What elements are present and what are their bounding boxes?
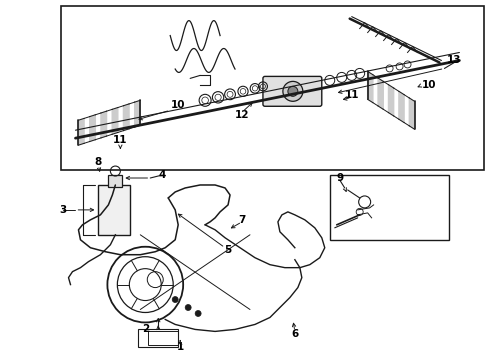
Bar — [148, 332, 178, 345]
Text: 3: 3 — [59, 205, 66, 215]
Polygon shape — [90, 115, 96, 141]
FancyBboxPatch shape — [263, 76, 322, 106]
Text: 4: 4 — [159, 170, 166, 180]
Text: 1: 1 — [176, 342, 184, 352]
Polygon shape — [409, 98, 415, 129]
Text: 10: 10 — [422, 80, 437, 90]
Bar — [98, 185, 130, 235]
Circle shape — [288, 86, 298, 96]
Bar — [108, 175, 122, 187]
Circle shape — [172, 297, 178, 302]
Circle shape — [283, 81, 303, 101]
Text: 12: 12 — [235, 110, 249, 120]
Text: 5: 5 — [224, 245, 232, 255]
Bar — [138, 329, 178, 347]
Text: 10: 10 — [171, 100, 185, 110]
Text: 8: 8 — [95, 157, 102, 167]
Text: 9: 9 — [336, 173, 343, 183]
Circle shape — [195, 310, 201, 316]
Polygon shape — [135, 100, 140, 127]
Polygon shape — [78, 118, 84, 145]
Circle shape — [185, 305, 191, 310]
Text: 6: 6 — [291, 329, 298, 339]
Polygon shape — [378, 78, 383, 109]
Text: 7: 7 — [238, 215, 245, 225]
Polygon shape — [123, 104, 129, 131]
Text: 2: 2 — [142, 324, 149, 334]
Text: 11: 11 — [344, 90, 359, 100]
Text: 13: 13 — [447, 55, 462, 66]
Bar — [61, 6, 484, 170]
Text: 11: 11 — [113, 135, 127, 145]
Polygon shape — [368, 71, 373, 103]
Polygon shape — [112, 108, 118, 134]
Polygon shape — [101, 111, 107, 138]
Bar — [330, 175, 449, 240]
Polygon shape — [399, 91, 404, 122]
Polygon shape — [389, 85, 393, 116]
